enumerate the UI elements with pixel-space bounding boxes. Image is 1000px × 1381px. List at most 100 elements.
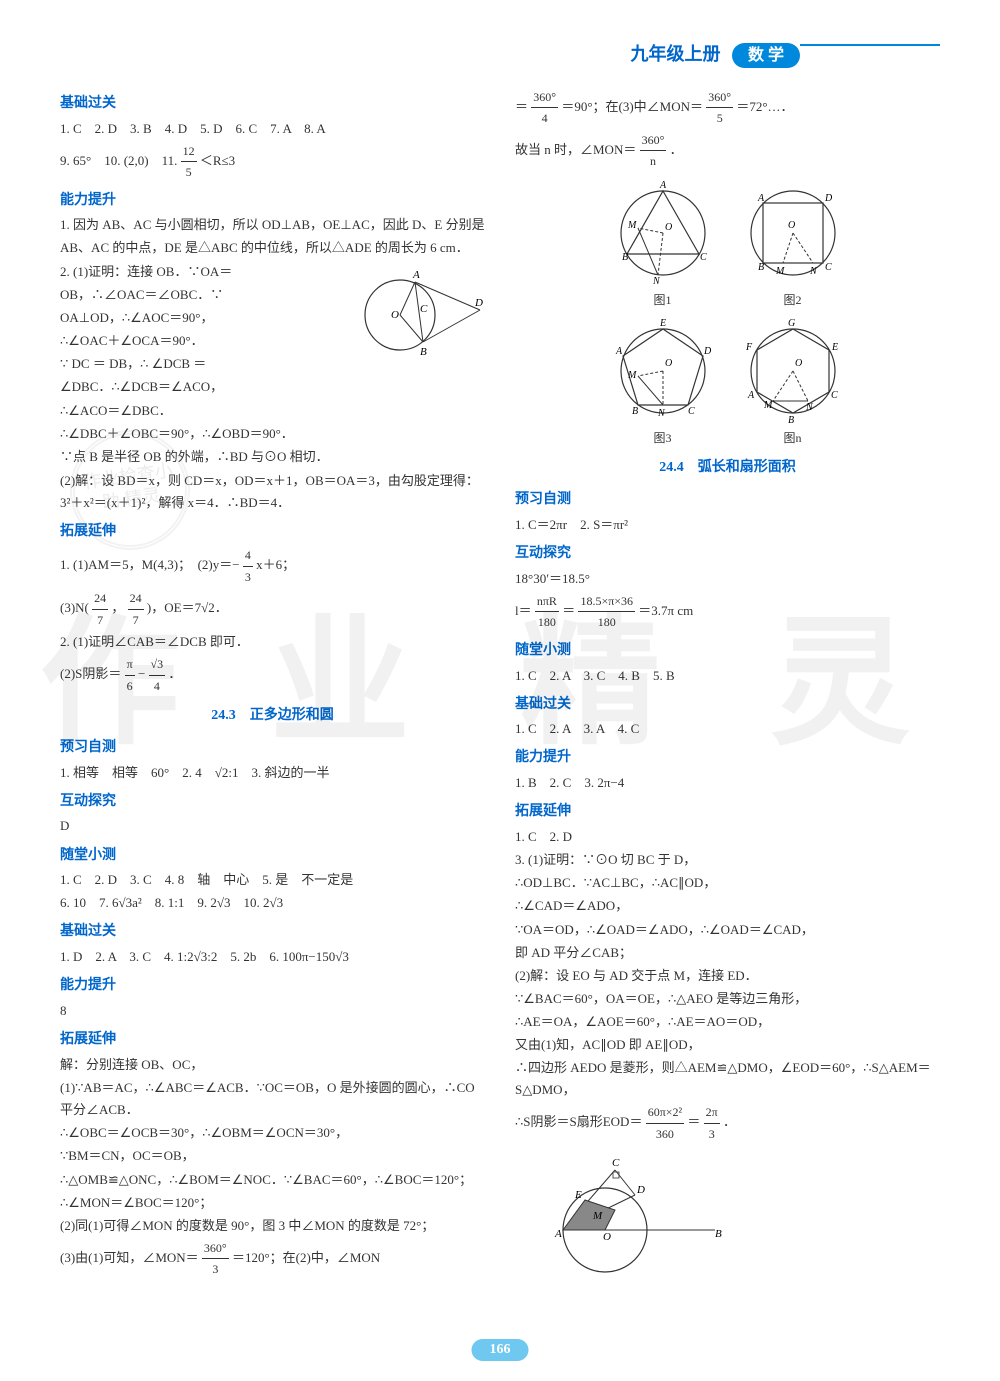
text-line: ∴AE＝OA，∠AOE＝60°，∴AE＝AO＝OD， [515,1011,940,1033]
text-line: ∴∠OAC＋∠OCA＝90°． [60,330,347,352]
svg-text:E: E [659,318,666,329]
svg-text:B: B [622,252,628,263]
svg-text:B: B [715,1228,722,1240]
svg-text:O: O [603,1231,611,1243]
text-fragment: ＝ [687,1114,700,1129]
text-fragment: x＋6； [256,557,295,572]
text-line: ∵∠BAC＝60°，OA＝OE，∴△AEO 是等边三角形， [515,988,940,1010]
svg-text:N: N [809,266,818,277]
text-line: ∴∠CAD＝∠ADO， [515,895,940,917]
text-line: 故当 n 时，∠MON＝ 360°n ． [515,130,940,172]
text-line: 1. 相等 相等 60° 2. 4 √2:1 3. 斜边的一半 [60,762,485,784]
fraction: π6 [125,654,135,696]
text-fragment: ＝ [515,99,528,114]
svg-text:E: E [574,1189,582,1201]
text-fragment: ＝90°；在(3)中∠MON＝ [561,99,703,114]
text-line: (2)同(1)可得∠MON 的度数是 90°，图 3 中∠MON 的度数是 72… [60,1215,485,1237]
svg-text:C: C [612,1157,620,1169]
text-line: OB，∴∠OAC＝∠OBC．∵ [60,284,347,306]
right-column: ＝ 360°4 ＝90°；在(3)中∠MON＝ 360°5 ＝72°…． 故当 … [515,86,940,1286]
fraction: 43 [243,545,253,587]
svg-text:M: M [627,220,637,231]
figure-label: 图3 [608,428,718,448]
section-header: 基础过关 [515,693,940,717]
text-line: 1. C 2. D 3. C 4. 8 轴 中心 5. 是 不一定是 [60,869,485,891]
section-header: 预习自测 [60,736,485,760]
text-fragment: ． [723,1114,736,1129]
text-fragment: − [138,666,145,681]
svg-text:F: F [745,342,753,353]
text-fragment: ， [111,600,124,615]
figure-1: A B C O M N 图1 [608,178,718,310]
fraction: 360°n [640,130,667,172]
text-fragment: ＜R≤3 [200,153,235,168]
figure-label: 图2 [738,290,848,310]
section-header: 随堂小测 [60,844,485,868]
text-line: (2)解：设 EO 与 AD 交于点 M，连接 ED． [515,965,940,987]
svg-text:D: D [824,193,833,204]
svg-text:A: A [412,269,420,281]
figure-label: 图1 [608,290,718,310]
svg-text:O: O [665,358,672,369]
fraction: 18.5×π×36180 [578,591,635,633]
text-line: (3)由(1)可知，∠MON＝ 360°3 ＝120°；在(2)中，∠MON [60,1238,485,1280]
text-line: 3. (1)证明：∵⊙O 切 BC 于 D， [515,849,940,871]
svg-text:D: D [474,297,483,309]
text-line: ∴∠OBC＝∠OCB＝30°，∴∠OBM＝∠OCN＝30°， [60,1122,485,1144]
text-fragment: ∴S阴影＝S扇形EOD＝ [515,1114,642,1129]
header-underline [800,44,940,46]
text-line: 1. (1)AM＝5，M(4,3)； (2)y＝− 43 x＋6； [60,545,485,587]
fraction: √34 [149,654,166,696]
page-number-badge: 166 [472,1339,529,1361]
fraction: 60π×2²360 [646,1102,684,1144]
left-column: 基础过关 1. C 2. D 3. B 4. D 5. D 6. C 7. A … [60,86,485,1286]
text-line: 2. (1)证明：连接 OB．∵OA＝ [60,261,347,283]
fraction: 360°4 [531,87,558,129]
svg-text:A: A [659,180,667,191]
fraction: 247 [128,588,144,630]
svg-text:M: M [763,400,773,411]
svg-text:O: O [391,309,399,321]
text-line: 9. 65° 10. (2,0) 11. 125 ＜R≤3 [60,141,485,183]
text-fragment: ＝72°…． [736,99,793,114]
section-header: 能力提升 [60,189,485,213]
svg-text:B: B [758,262,764,273]
circle-diagram-1: A O B C D [355,260,485,400]
svg-text:A: A [615,346,623,357]
text-fragment: ． [670,142,683,157]
text-line: ∴∠ACO＝∠DBC． [60,400,485,422]
text-line: ∴S阴影＝S扇形EOD＝ 60π×2²360 ＝ 2π3 ． [515,1102,940,1144]
text-line: 1. C 2. D 3. B 4. D 5. D 6. C 7. A 8. A [60,118,485,140]
page-header: 九年级上册 数 学 [60,40,940,66]
text-line: 解：分别连接 OB、OC， [60,1054,485,1076]
section-header: 互动探究 [60,790,485,814]
text-line: 1. C＝2πr 2. S＝πr² [515,514,940,536]
text-line: (2)S阴影＝ π6 − √34 ． [60,654,485,696]
text-line: ∴四边形 AEDO 是菱形，则△AEM≌△DMO，∠EOD＝60°，∴S△AEM… [515,1057,940,1101]
text-line: 1. C 2. A 3. A 4. C [515,718,940,740]
svg-text:M: M [775,266,785,277]
svg-text:A: A [757,193,765,204]
svg-text:A: A [554,1228,562,1240]
text-line: OA⊥OD，∴∠AOC＝90°， [60,307,347,329]
bottom-diagram: A B C D E O M [515,1150,940,1280]
text-fragment: 9. 65° 10. (2,0) 11. [60,153,181,168]
text-line: 1. D 2. A 3. C 4. 1:2√3:2 5. 2b 6. 100π−… [60,946,485,968]
diagram-row-1: A B C O M N 图1 A D B C O M N [515,178,940,310]
text-line: 1. 因为 AB、AC 与小圆相切，所以 OD⊥AB，OE⊥AC，因此 D、E … [60,214,485,258]
text-line: 18°30′＝18.5° [515,568,940,590]
svg-text:E: E [831,342,838,353]
fraction: 360°3 [202,1238,229,1280]
fraction: 360°5 [706,87,733,129]
text-line: ∠DBC．∴∠DCB＝∠ACO， [60,376,347,398]
section-header: 预习自测 [515,488,940,512]
text-line: ＝ 360°4 ＝90°；在(3)中∠MON＝ 360°5 ＝72°…． [515,87,940,129]
section-header: 随堂小测 [515,639,940,663]
header-subject-badge: 数 学 [732,43,800,68]
svg-text:N: N [652,276,661,287]
chapter-title: 24.4 弧长和扇形面积 [515,456,940,480]
fraction: 125 [181,141,197,183]
text-fragment: ＝3.7π cm [638,603,693,618]
text-line: ∴∠MON＝∠BOC＝120°； [60,1192,485,1214]
text-line: D [60,815,485,837]
